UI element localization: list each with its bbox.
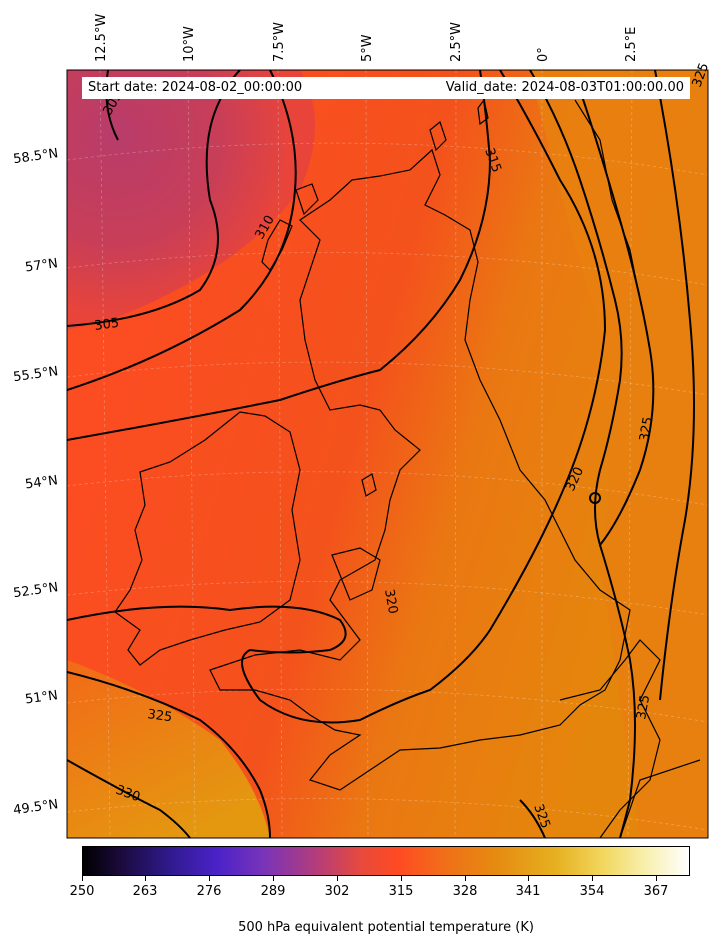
- contour-325-e: [529, 70, 655, 548]
- lon-label: 0°: [536, 47, 551, 62]
- colorbar-tick-label: 250: [69, 884, 95, 899]
- colorbar-tick: [465, 876, 466, 881]
- lon-label: 2.5°W: [449, 21, 464, 62]
- contour-315: [67, 70, 492, 441]
- colorbar-tick: [273, 876, 274, 881]
- colorbar-tick-label: 328: [452, 884, 478, 899]
- contour-label: 325: [637, 416, 656, 443]
- colorbar-tick-label: 289: [260, 884, 286, 899]
- colorbar-tick-label: 263: [132, 884, 158, 899]
- colorbar-tick: [209, 876, 210, 881]
- contour-label: 320: [381, 588, 400, 615]
- date-info-box: Start date: 2024-08-02_00:00:00 Valid_da…: [82, 77, 690, 99]
- contour-325-se: [599, 544, 636, 838]
- colorbar: [82, 846, 690, 876]
- contour-310: [67, 70, 297, 391]
- colorbar-tick-label: 354: [579, 884, 605, 899]
- contour-closed: [589, 492, 601, 504]
- colorbar-tick-label: 315: [388, 884, 414, 899]
- contour-label: 325: [690, 61, 713, 89]
- colorbar-label: 500 hPa equivalent potential temperature…: [238, 920, 534, 935]
- warm-region-east: [530, 70, 708, 838]
- colorbar-tick-label: 302: [324, 884, 350, 899]
- contour-325-s: [519, 799, 546, 838]
- warm-region-sw: [67, 660, 270, 838]
- colorbar-tick: [82, 876, 83, 881]
- colorbar-tick: [656, 876, 657, 881]
- colorbar-tick: [401, 876, 402, 881]
- valid-date: Valid_date: 2024-08-03T01:00:00.00: [445, 80, 684, 95]
- lon-label: 2.5°E: [624, 26, 639, 62]
- lon-label: 7.5°W: [272, 21, 287, 62]
- contour-label: 305: [93, 316, 120, 334]
- contour-label: 325: [146, 707, 173, 725]
- colorbar-tick-label: 276: [196, 884, 222, 899]
- colorbar-tick: [592, 876, 593, 881]
- contour-label: 325: [634, 694, 653, 721]
- colorbar-tick: [528, 876, 529, 881]
- contour-lines: [67, 70, 695, 838]
- contour-330-e: [654, 70, 695, 701]
- cold-region: [67, 70, 315, 330]
- lon-label: 10°W: [182, 26, 197, 62]
- colorbar-tick-label: 367: [643, 884, 669, 899]
- graticule: [67, 70, 708, 838]
- colorbar-tick-label: 341: [515, 884, 541, 899]
- contour-325-sw: [67, 671, 271, 838]
- start-date: Start date: 2024-08-02_00:00:00: [88, 80, 303, 95]
- lon-label: 5°W: [360, 34, 375, 62]
- colorbar-tick: [337, 876, 338, 881]
- contour-330: [67, 759, 191, 838]
- colorbar-tick: [145, 876, 146, 881]
- contour-320: [67, 70, 607, 724]
- map-frame: [66, 69, 709, 839]
- lon-label: 12.5°W: [94, 13, 109, 62]
